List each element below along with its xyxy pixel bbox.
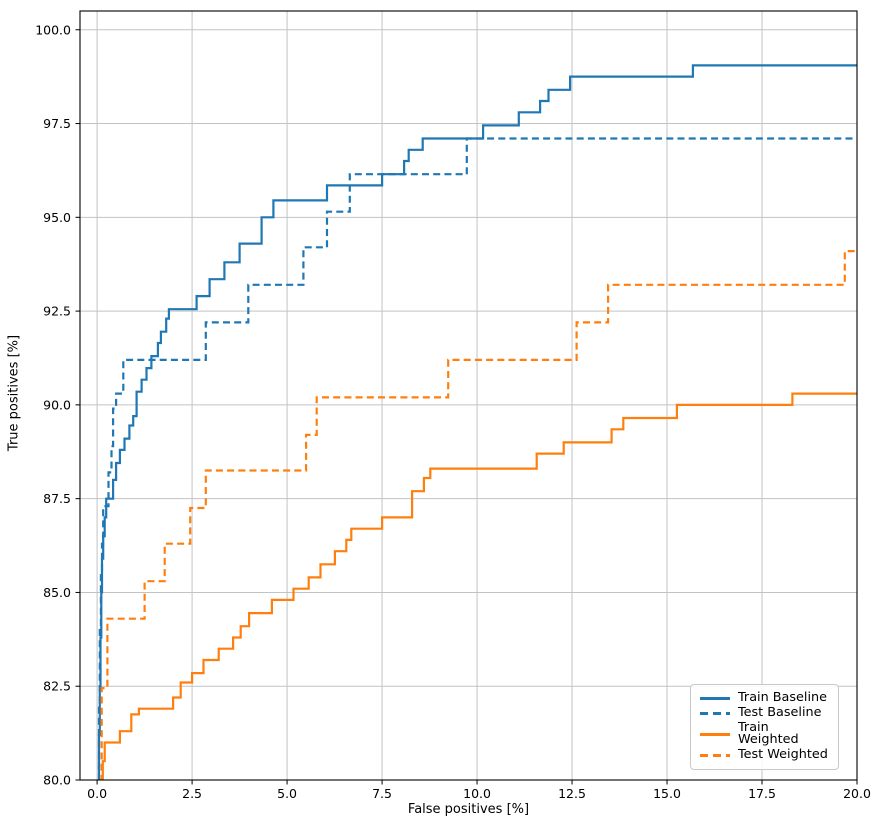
x-tick-label: 15.0 <box>653 786 681 801</box>
curve-train-weighted <box>100 392 857 780</box>
y-axis-label: True positives [%] <box>6 334 22 452</box>
legend: Train Baseline Test Baseline Train Weigh… <box>690 684 839 770</box>
test-weighted-line-sample <box>700 754 730 758</box>
legend-label: Train Baseline <box>738 690 828 705</box>
legend-item-train-baseline: Train Baseline <box>700 690 829 705</box>
x-tick-label: 2.5 <box>182 786 202 801</box>
y-tick-label: 90.0 <box>43 397 71 412</box>
grid <box>80 11 858 781</box>
y-tick-label: 95.0 <box>43 210 71 225</box>
curve-test-baseline <box>97 137 857 780</box>
x-tick-label: 20.0 <box>843 786 871 801</box>
legend-item-train-weighted: Train Weighted <box>700 719 829 748</box>
x-tick-label: 17.5 <box>748 786 776 801</box>
curves <box>97 64 857 780</box>
curve-train-baseline <box>97 64 857 780</box>
y-tick-label: 100.0 <box>35 22 71 37</box>
y-tick-label: 97.5 <box>43 116 71 131</box>
legend-item-test-baseline: Test Baseline <box>700 704 829 720</box>
y-tick-label: 87.5 <box>43 491 71 506</box>
x-axis-label: False positives [%] <box>407 802 530 817</box>
train-weighted-line-sample <box>700 732 730 736</box>
y-tick-label: 92.5 <box>43 304 71 319</box>
train-baseline-line-sample <box>700 696 730 700</box>
test-baseline-line-sample <box>700 711 730 715</box>
x-tick-label: 7.5 <box>372 786 392 801</box>
x-tick-label: 10.0 <box>463 786 491 801</box>
legend-label: Test Baseline <box>738 704 822 720</box>
y-tick-label: 85.0 <box>43 585 71 600</box>
x-tick-label: 0.0 <box>87 786 107 801</box>
curve-test-weighted <box>99 250 857 780</box>
y-tick-label: 82.5 <box>43 679 71 694</box>
legend-item-test-weighted: Test Weighted <box>700 747 829 763</box>
legend-label: Train Weighted <box>738 719 799 748</box>
ticks: 0.0 2.5 5.0 7.5 10.0 12.5 15.0 17.5 20.0 80.0 82.5… <box>35 22 871 801</box>
x-tick-label: 5.0 <box>277 786 297 801</box>
y-tick-label: 80.0 <box>43 773 71 788</box>
x-tick-label: 12.5 <box>558 786 586 801</box>
legend-label: Test Weighted <box>738 747 828 763</box>
axes-spines <box>79 10 858 781</box>
